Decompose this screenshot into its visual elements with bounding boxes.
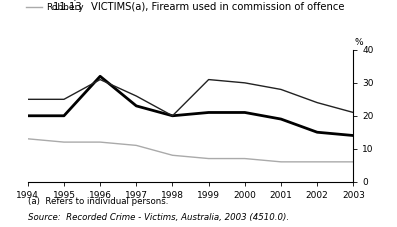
Robbery [315, 160, 320, 163]
Line: Robbery: Robbery [28, 139, 353, 162]
Murder [25, 114, 30, 117]
Robbery [206, 157, 211, 160]
Attempted murder [25, 98, 30, 101]
Attempted murder [315, 101, 320, 104]
Murder [134, 104, 139, 107]
Attempted murder [62, 98, 66, 101]
Murder [98, 75, 102, 78]
Robbery [62, 141, 66, 143]
Attempted murder [170, 114, 175, 117]
Text: Source:  Recorded Crime - Victims, Australia, 2003 (4510.0).: Source: Recorded Crime - Victims, Austra… [28, 213, 289, 222]
Text: (a)  Refers to individual persons.: (a) Refers to individual persons. [28, 197, 168, 207]
Murder [62, 114, 66, 117]
Attempted murder [134, 95, 139, 97]
Line: Murder: Murder [28, 76, 353, 136]
Robbery [98, 141, 102, 143]
Attempted murder [351, 111, 356, 114]
Robbery [243, 157, 247, 160]
Murder [279, 118, 283, 120]
Murder [351, 134, 356, 137]
Attempted murder [206, 78, 211, 81]
Text: 11.13   VICTIMS(a), Firearm used in commission of offence: 11.13 VICTIMS(a), Firearm used in commis… [53, 1, 344, 11]
Attempted murder [98, 78, 102, 81]
Text: %: % [355, 37, 364, 47]
Attempted murder [279, 88, 283, 91]
Murder [315, 131, 320, 133]
Legend: Murder, Attempted murder, Robbery: Murder, Attempted murder, Robbery [26, 0, 130, 12]
Robbery [25, 137, 30, 140]
Robbery [279, 160, 283, 163]
Robbery [170, 154, 175, 157]
Murder [243, 111, 247, 114]
Line: Attempted murder: Attempted murder [28, 79, 353, 116]
Murder [206, 111, 211, 114]
Robbery [134, 144, 139, 147]
Murder [170, 114, 175, 117]
Robbery [351, 160, 356, 163]
Attempted murder [243, 81, 247, 84]
